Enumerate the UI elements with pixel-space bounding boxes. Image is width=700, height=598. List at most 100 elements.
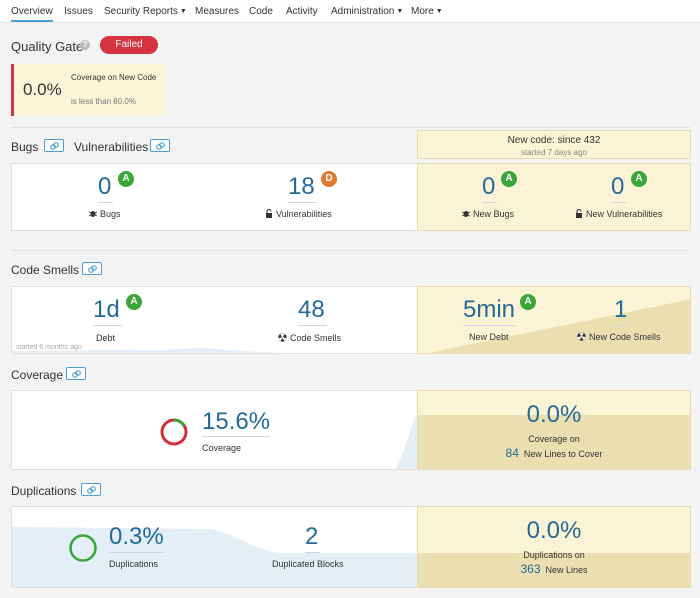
- divider: [11, 127, 690, 128]
- tab-code[interactable]: Code: [249, 6, 273, 17]
- duplications-link-button[interactable]: [81, 483, 101, 496]
- radiation-icon: [577, 332, 586, 341]
- vulnerabilities-value-underline: [288, 202, 317, 203]
- new-code-title: New code: since 432: [507, 135, 601, 146]
- bugs-rating[interactable]: A: [118, 171, 134, 187]
- new-code-period: New code: since 432 started 7 days ago: [417, 130, 691, 159]
- vulnerabilities-rating[interactable]: D: [321, 171, 337, 187]
- coverage-donut-icon: [160, 418, 188, 446]
- duplications-section-title: Duplications: [11, 484, 77, 498]
- debt-rating[interactable]: A: [126, 294, 142, 310]
- help-icon[interactable]: ?: [80, 40, 90, 50]
- vulnerabilities-link-button[interactable]: [150, 139, 170, 152]
- new-duplications-label: Duplications on: [523, 550, 585, 560]
- new-coverage-sparkline: [418, 415, 690, 469]
- tab-issues[interactable]: Issues: [64, 6, 93, 17]
- new-coverage-label: Coverage on: [528, 434, 580, 444]
- new-code-smells-value[interactable]: 1: [614, 296, 628, 323]
- tab-overview[interactable]: Overview: [11, 6, 53, 22]
- new-vulnerabilities-label-text: New Vulnerabilities: [586, 209, 663, 219]
- condition-threshold: is less than 80.0%: [71, 97, 136, 106]
- new-bugs-vulns-panel: 0 A New Bugs 0 A New Vulnerabilities: [417, 163, 691, 231]
- duplications-sparkline: [12, 527, 417, 587]
- lock-icon: [576, 209, 582, 218]
- code-smells-section-title: Code Smells: [11, 263, 80, 277]
- tab-security-reports[interactable]: Security Reports ▼: [104, 6, 187, 17]
- tab-measures[interactable]: Measures: [195, 6, 239, 17]
- tab-security-reports-label: Security Reports: [104, 6, 178, 17]
- debt-underline: [93, 325, 122, 326]
- tab-activity[interactable]: Activity: [286, 6, 318, 17]
- new-lines-to-cover-value[interactable]: 84: [505, 446, 519, 460]
- new-debt-rating[interactable]: A: [520, 294, 536, 310]
- new-lines-value[interactable]: 363: [520, 562, 541, 576]
- link-icon: [87, 486, 96, 494]
- link-icon: [88, 265, 97, 273]
- duplications-underline: [109, 552, 165, 553]
- code-smells-panel: 1d A Debt 48 Code Smells started 6 month…: [11, 286, 418, 354]
- tab-more[interactable]: More ▼: [411, 6, 443, 17]
- new-code-smells-label-text: New Code Smells: [589, 332, 661, 342]
- new-bugs-label: New Bugs: [462, 209, 514, 219]
- new-debt-value[interactable]: 5min: [463, 296, 516, 323]
- debt-value[interactable]: 1d: [93, 296, 120, 323]
- caret-down-icon: ▼: [396, 8, 404, 15]
- history-started: started 6 months ago: [16, 344, 82, 351]
- tab-more-label: More: [411, 6, 434, 17]
- new-code-smells-panel: 5min A New Debt 1 New Code Smells: [417, 286, 691, 354]
- new-vulnerabilities-rating[interactable]: A: [631, 171, 647, 187]
- bug-icon: [89, 211, 97, 217]
- duplications-value[interactable]: 0.3%: [109, 523, 164, 550]
- duplicated-blocks-value[interactable]: 2: [305, 523, 319, 550]
- new-code-smells-underline: [614, 325, 629, 326]
- code-smells-link-button[interactable]: [82, 262, 102, 275]
- bugs-vulns-panel: 0 A Bugs 18 D Vulnerabilities: [11, 163, 418, 231]
- bugs-value-underline: [98, 202, 113, 203]
- duplicated-blocks-label: Duplicated Blocks: [272, 559, 344, 569]
- tab-administration-label: Administration: [331, 6, 395, 17]
- condition-value: 0.0%: [23, 80, 62, 99]
- duplications-panel: 0.3% Duplications 2 Duplicated Blocks: [11, 506, 418, 588]
- caret-down-icon: ▼: [435, 8, 443, 15]
- code-smells-underline: [298, 325, 327, 326]
- bugs-label: Bugs: [89, 209, 121, 219]
- new-lines-label: New Lines: [545, 565, 588, 575]
- caret-down-icon: ▼: [179, 8, 187, 15]
- debt-history-sparkline: [12, 348, 417, 353]
- condition-metric: Coverage on New Code: [71, 73, 157, 82]
- quality-gate-condition[interactable]: 0.0% Coverage on New Code is less than 8…: [11, 64, 166, 116]
- bugs-section-title: Bugs: [11, 140, 39, 154]
- new-duplications-sparkline: [418, 553, 690, 587]
- vulnerabilities-label-text: Vulnerabilities: [276, 209, 332, 219]
- new-coverage-panel: 0.0% Coverage on 84 New Lines to Cover: [417, 390, 691, 470]
- new-vulnerabilities-label: New Vulnerabilities: [575, 209, 662, 219]
- new-code-smells-label: New Code Smells: [577, 332, 661, 342]
- coverage-sparkline: [395, 415, 417, 469]
- quality-gate-status-badge: Failed: [100, 36, 158, 54]
- radiation-icon: [278, 333, 287, 342]
- code-smells-label-text: Code Smells: [290, 333, 342, 343]
- link-icon: [72, 370, 81, 378]
- coverage-underline: [202, 436, 270, 437]
- vulnerabilities-value[interactable]: 18: [288, 173, 315, 200]
- code-smells-label: Code Smells: [278, 333, 341, 343]
- coverage-value[interactable]: 15.6%: [202, 408, 271, 435]
- code-smells-value[interactable]: 48: [298, 296, 325, 323]
- new-bugs-value[interactable]: 0: [482, 173, 496, 200]
- duplications-donut-icon: [69, 534, 97, 562]
- link-icon: [156, 142, 165, 150]
- bugs-value[interactable]: 0: [98, 173, 112, 200]
- tab-administration[interactable]: Administration ▼: [331, 6, 403, 17]
- new-duplication-lines: 363 New Lines: [418, 562, 690, 576]
- new-coverage-value[interactable]: 0.0%: [526, 401, 582, 428]
- coverage-link-button[interactable]: [66, 367, 86, 380]
- new-duplications-value[interactable]: 0.0%: [526, 517, 582, 544]
- debt-label: Debt: [96, 333, 116, 343]
- new-bugs-rating[interactable]: A: [501, 171, 517, 187]
- new-vulnerabilities-value[interactable]: 0: [611, 173, 625, 200]
- new-lines-to-cover-label: New Lines to Cover: [523, 449, 603, 459]
- bugs-label-text: Bugs: [100, 209, 121, 219]
- coverage-label: Coverage: [202, 443, 242, 453]
- bugs-link-button[interactable]: [44, 139, 64, 152]
- new-lines-to-cover: 84 New Lines to Cover: [418, 446, 690, 460]
